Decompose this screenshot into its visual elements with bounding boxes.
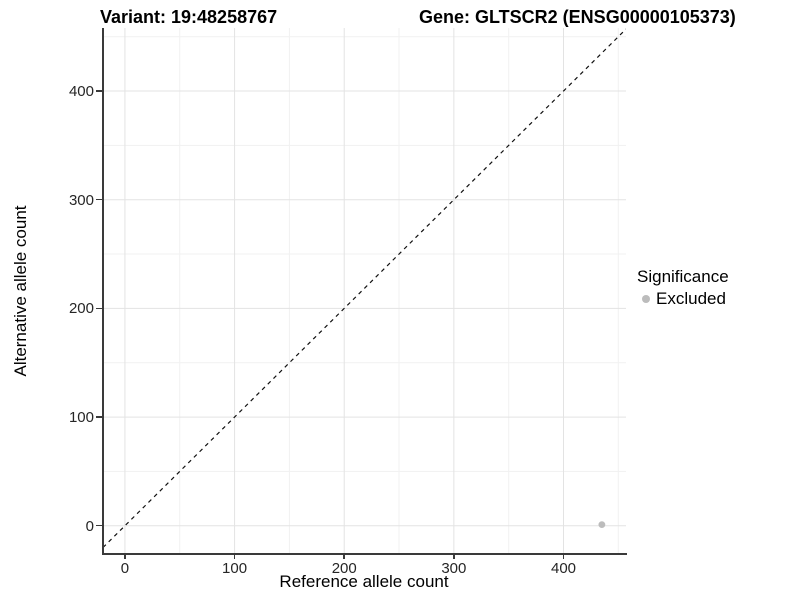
x-axis-line: [101, 553, 627, 555]
data-point: [598, 521, 606, 529]
x-tick-label: 100: [222, 560, 248, 577]
x-tick-label: 300: [441, 560, 467, 577]
y-axis-title: Alternative allele count: [11, 205, 30, 377]
y-tick-mark: [96, 307, 103, 310]
identity-dashed-line: [103, 28, 626, 548]
y-tick-label: 300: [68, 191, 94, 209]
x-tick-label: 0: [120, 560, 130, 577]
y-tick-label: 100: [68, 409, 94, 427]
y-tick-mark: [96, 90, 103, 92]
x-axis-title: Reference allele count: [279, 572, 449, 591]
legend-title: Significance: [637, 267, 729, 286]
y-tick-label: 0: [85, 517, 94, 535]
plot-title-variant: Variant: 19:48258767: [100, 7, 278, 27]
y-tick-label: 400: [68, 83, 94, 101]
legend: Significance Excluded: [637, 267, 729, 309]
y-axis-line: [101, 28, 104, 555]
plot-title-gene: Gene: GLTSCR2 (ENSG00000105373): [419, 7, 736, 27]
plot-canvas: [103, 28, 626, 554]
y-tick-mark: [96, 416, 103, 418]
plot-panel: [103, 28, 626, 554]
y-tick-mark: [96, 524, 103, 527]
legend-entry-excluded: Excluded: [642, 289, 729, 309]
legend-entry-label: Excluded: [656, 289, 726, 308]
x-tick-mark: [562, 554, 565, 559]
x-tick-label: 400: [550, 560, 577, 577]
x-tick-label: 200: [331, 560, 357, 577]
x-tick-mark: [124, 554, 126, 559]
x-tick-mark: [453, 554, 455, 559]
x-tick-mark: [343, 554, 345, 559]
y-tick-label: 200: [68, 300, 94, 318]
y-tick-mark: [96, 198, 103, 201]
x-tick-mark: [233, 554, 236, 559]
legend-marker-icon: [642, 295, 650, 303]
